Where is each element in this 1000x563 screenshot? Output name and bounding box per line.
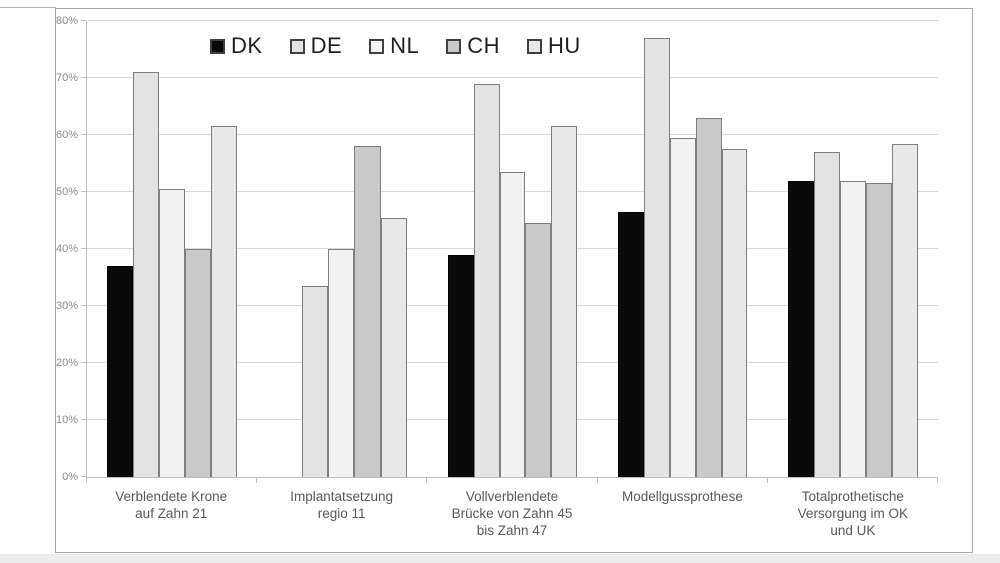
legend-item-DE: DE <box>289 33 343 59</box>
y-axis-label-0%: 0% <box>62 471 78 483</box>
bar-DK-1 <box>107 266 134 477</box>
y-axis-label-70%: 70% <box>55 72 78 84</box>
x-axis-tick <box>256 478 258 483</box>
bar-DE-5 <box>814 152 840 477</box>
legend-label-HU: HU <box>548 33 581 58</box>
outer-border-fragment <box>0 7 56 8</box>
legend-swatch-HU <box>527 38 543 54</box>
legend-swatch-DE <box>289 38 305 54</box>
legend-label-DK: DK <box>231 33 263 58</box>
bar-DK-3 <box>447 254 474 477</box>
bar-DK-4 <box>618 211 644 477</box>
gridline-70% <box>87 77 938 78</box>
gridline-80% <box>87 20 938 21</box>
x-axis-tick <box>86 478 87 483</box>
category-label-3: Vollverblendete Brücke von Zahn 45 bis Z… <box>451 489 573 538</box>
bar-HU-4 <box>721 149 748 477</box>
legend-item-CH: CH <box>446 33 500 59</box>
bar-NL-3 <box>499 172 526 477</box>
chart-frame: 0% 10% 20% 30% 40% 50% 60% 70% 80% Verblendete K… <box>55 8 973 553</box>
bar-groups <box>87 21 938 477</box>
x-axis-tick <box>937 478 938 483</box>
bars-row <box>447 21 578 477</box>
y-axis-label-30%: 30% <box>55 300 78 312</box>
legend-swatch-DK <box>210 38 225 54</box>
bars-row <box>618 21 748 477</box>
y-axis-tick <box>81 77 86 78</box>
x-axis-tick <box>426 478 428 483</box>
y-axis-label-10%: 10% <box>55 414 78 426</box>
y-axis-tick <box>81 419 86 420</box>
legend-item-DK: DK <box>210 33 263 59</box>
bar-CH-1 <box>185 249 211 477</box>
legend-label-DE: DE <box>310 33 343 58</box>
y-axis-tick <box>81 248 86 249</box>
gridline-60% <box>87 134 938 135</box>
legend-item-NL: NL <box>369 33 419 59</box>
y-axis-label-20%: 20% <box>55 357 78 369</box>
bar-DE-2 <box>301 286 329 477</box>
page-bottom-edge <box>0 554 1000 563</box>
plot-area: 0% 10% 20% 30% 40% 50% 60% 70% 80% <box>56 15 938 483</box>
bar-group-2 <box>257 21 427 477</box>
y-axis-tick <box>81 20 86 21</box>
legend-swatch-CH <box>446 38 462 54</box>
x-axis-tick <box>766 478 768 483</box>
bars-row <box>788 21 918 477</box>
bar-DE-4 <box>643 38 670 477</box>
y-axis-tick <box>81 305 86 306</box>
bar-group-4 <box>598 21 768 477</box>
bar-NL-1 <box>159 189 186 477</box>
bar-group-5 <box>768 21 938 477</box>
y-axis-label-80%: 80% <box>55 15 78 27</box>
bar-CH-3 <box>525 223 552 477</box>
bar-HU-5 <box>891 143 918 477</box>
bar-group-1 <box>87 21 257 477</box>
category-label-5: Totalprothetische Versorgung im OK und U… <box>797 489 908 538</box>
legend-label-NL: NL <box>390 33 420 58</box>
bar-CH-5 <box>865 183 892 477</box>
bar-DE-3 <box>473 83 500 477</box>
category-label-4: Modellgussprothese <box>622 489 743 504</box>
y-axis-label-60%: 60% <box>55 129 78 141</box>
legend-swatch-NL <box>369 38 385 54</box>
category-axis-labels: Verblendete Krone auf Zahn 21 Implantatse… <box>86 488 938 539</box>
bar-NL-2 <box>328 249 355 477</box>
legend-item-HU: HU <box>527 33 581 59</box>
bar-CH-4 <box>695 117 722 477</box>
bars-row <box>278 21 407 477</box>
category-label-2: Implantatsetzung regio 11 <box>290 489 394 521</box>
bar-DK-5 <box>788 180 815 477</box>
y-axis-tick <box>81 191 86 192</box>
y-axis-tick <box>81 134 86 135</box>
y-axis-tick <box>81 362 86 363</box>
category-label-1: Verblendete Krone auf Zahn 21 <box>115 489 228 521</box>
bar-NL-4 <box>669 137 696 477</box>
y-axis-label-50%: 50% <box>55 186 78 198</box>
bar-CH-2 <box>354 146 381 477</box>
bar-HU-1 <box>210 126 237 477</box>
bar-HU-3 <box>551 126 578 477</box>
chart-legend: DK DE NL CH HU <box>206 31 585 61</box>
y-axis-label-40%: 40% <box>55 243 78 255</box>
y-axis-tick <box>81 476 86 477</box>
bar-group-3 <box>427 21 597 477</box>
bar-NL-5 <box>839 180 866 477</box>
x-axis-tick <box>596 478 598 483</box>
legend-label-CH: CH <box>467 33 501 58</box>
bars-row <box>107 21 237 477</box>
bar-DE-1 <box>133 72 160 477</box>
bar-HU-2 <box>380 217 407 477</box>
